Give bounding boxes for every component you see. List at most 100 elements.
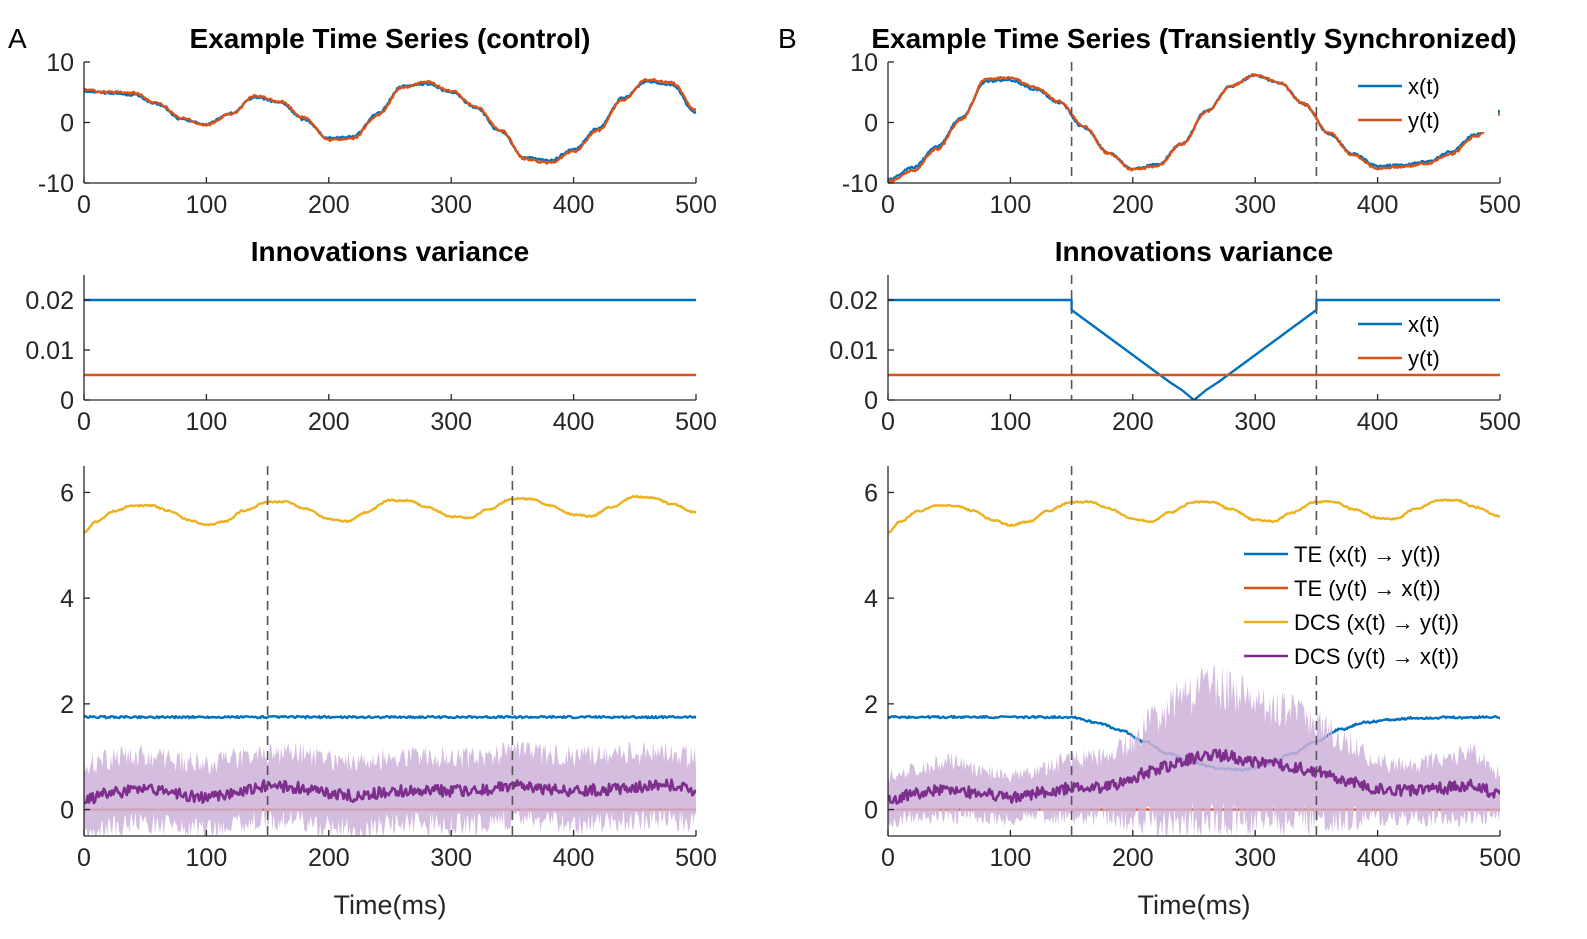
y-tick-label: 4 bbox=[60, 585, 74, 613]
chart-title: Innovations variance bbox=[251, 236, 530, 267]
legend-box bbox=[1352, 68, 1498, 132]
x-tick-label: 500 bbox=[675, 408, 717, 436]
x-tick-label: 0 bbox=[881, 408, 895, 436]
plot-area bbox=[84, 78, 696, 165]
x-tick-label: 200 bbox=[1112, 408, 1154, 436]
panel-label-a: A bbox=[8, 23, 27, 54]
series-line-1 bbox=[888, 72, 1500, 183]
x-tick-label: 200 bbox=[1112, 191, 1154, 219]
x-tick-label: 500 bbox=[675, 844, 717, 872]
x-tick-label: 300 bbox=[430, 844, 472, 872]
y-tick-label: 0.02 bbox=[829, 287, 878, 315]
y-tick-label: 10 bbox=[46, 49, 74, 77]
series-line-1 bbox=[84, 78, 696, 165]
x-tick-label: 200 bbox=[308, 408, 350, 436]
x-tick-label: 200 bbox=[308, 844, 350, 872]
chart-title: Example Time Series (Transiently Synchro… bbox=[871, 23, 1516, 54]
y-tick-label: 10 bbox=[850, 49, 878, 77]
plots-layer: Example Time Series (control)0 100 200 300 4… bbox=[25, 23, 1521, 920]
x-tick-label: 100 bbox=[186, 408, 228, 436]
legend-entry: y(t) bbox=[1408, 108, 1440, 133]
legend: x(t) y(t) bbox=[1352, 306, 1498, 372]
series-line-2 bbox=[84, 494, 696, 534]
subplot-b-5: 0 100 200 300 400 500 0 2 4 6 Time(ms) TE (x(t) → y… bbox=[864, 466, 1521, 920]
x-tick-label: 0 bbox=[77, 844, 91, 872]
y-tick-label: 4 bbox=[864, 585, 878, 613]
x-tick-label: 100 bbox=[990, 191, 1032, 219]
x-tick-label: 0 bbox=[881, 191, 895, 219]
y-tick-label: 6 bbox=[60, 479, 74, 507]
subplot-b-3: Example Time Series (Transiently Synchro… bbox=[842, 23, 1521, 219]
x-tick-label: 400 bbox=[1357, 191, 1399, 219]
plot-area bbox=[84, 494, 696, 836]
subplot-a-1: Innovations variance 0 100 200 300 400 500 0 0.0… bbox=[25, 236, 717, 436]
y-tick-label: 0 bbox=[60, 797, 74, 825]
legend-entry: x(t) bbox=[1408, 312, 1440, 337]
x-tick-label: 400 bbox=[1357, 408, 1399, 436]
x-tick-label: 400 bbox=[1357, 844, 1399, 872]
legend-entry: DCS (x(t) → y(t)) bbox=[1294, 610, 1459, 635]
series-line-0 bbox=[84, 79, 696, 163]
x-tick-label: 0 bbox=[881, 844, 895, 872]
subplot-a-0: Example Time Series (control)0 100 200 300 4… bbox=[38, 23, 717, 219]
chart-title: Example Time Series (control) bbox=[190, 23, 591, 54]
x-tick-label: 300 bbox=[1234, 191, 1276, 219]
x-tick-label: 0 bbox=[77, 191, 91, 219]
legend-entry: TE (x(t) → y(t)) bbox=[1294, 542, 1441, 567]
y-tick-label: 2 bbox=[60, 691, 74, 719]
legend-entry: DCS (y(t) → x(t)) bbox=[1294, 644, 1459, 669]
legend: x(t) y(t) bbox=[1352, 68, 1498, 133]
y-tick-label: 0 bbox=[864, 110, 878, 138]
x-tick-label: 300 bbox=[430, 408, 472, 436]
y-tick-label: 2 bbox=[864, 691, 878, 719]
x-tick-label: 400 bbox=[553, 844, 595, 872]
x-tick-label: 100 bbox=[990, 408, 1032, 436]
y-tick-label: 0 bbox=[864, 387, 878, 415]
plot-area bbox=[888, 72, 1500, 183]
x-tick-label: 200 bbox=[1112, 844, 1154, 872]
y-tick-label: 0 bbox=[60, 110, 74, 138]
x-tick-label: 500 bbox=[1479, 844, 1521, 872]
legend-entry: x(t) bbox=[1408, 74, 1440, 99]
plot-area bbox=[888, 298, 1500, 400]
series-line-0 bbox=[84, 714, 696, 720]
y-tick-label: 0 bbox=[864, 797, 878, 825]
series-line-2 bbox=[888, 498, 1500, 534]
x-tick-label: 500 bbox=[1479, 408, 1521, 436]
x-tick-label: 300 bbox=[430, 191, 472, 219]
x-tick-label: 500 bbox=[1479, 191, 1521, 219]
plot-area bbox=[888, 498, 1500, 836]
y-tick-label: 0.02 bbox=[25, 287, 74, 315]
y-tick-label: 0.01 bbox=[829, 337, 878, 365]
x-tick-label: 400 bbox=[553, 408, 595, 436]
series-line-3 bbox=[888, 748, 1500, 805]
legend-entry: TE (y(t) → x(t)) bbox=[1294, 576, 1441, 601]
subplot-b-4: Innovations variance 0 100 200 300 400 500 0 0.0… bbox=[829, 236, 1521, 436]
panel-label-b: B bbox=[778, 23, 797, 54]
x-tick-label: 400 bbox=[553, 191, 595, 219]
y-tick-label: 6 bbox=[864, 479, 878, 507]
legend-box bbox=[1352, 306, 1498, 372]
series-line-0 bbox=[888, 298, 1500, 400]
y-tick-label: -10 bbox=[842, 170, 878, 198]
x-tick-label: 300 bbox=[1234, 408, 1276, 436]
chart-title: Innovations variance bbox=[1055, 236, 1334, 267]
dcs-y-to-x-band bbox=[888, 665, 1500, 836]
dcs-y-to-x-band bbox=[84, 740, 696, 836]
subplot-a-2: 0 100 200 300 400 500 0 2 4 6 Time(ms) bbox=[60, 466, 717, 920]
legend: TE (x(t) → y(t)) TE (y(t) → x(t)) DCS (x(t… bbox=[1238, 536, 1498, 674]
x-tick-label: 0 bbox=[77, 408, 91, 436]
legend-entry: y(t) bbox=[1408, 346, 1440, 371]
legend-box bbox=[1238, 536, 1498, 674]
y-tick-label: 0.01 bbox=[25, 337, 74, 365]
x-tick-label: 100 bbox=[186, 191, 228, 219]
x-axis-label: Time(ms) bbox=[334, 890, 447, 920]
x-tick-label: 300 bbox=[1234, 844, 1276, 872]
x-tick-label: 500 bbox=[675, 191, 717, 219]
x-tick-label: 200 bbox=[308, 191, 350, 219]
series-line-3 bbox=[84, 778, 696, 805]
x-tick-label: 100 bbox=[186, 844, 228, 872]
y-tick-label: 0 bbox=[60, 387, 74, 415]
x-axis-label: Time(ms) bbox=[1138, 890, 1251, 920]
